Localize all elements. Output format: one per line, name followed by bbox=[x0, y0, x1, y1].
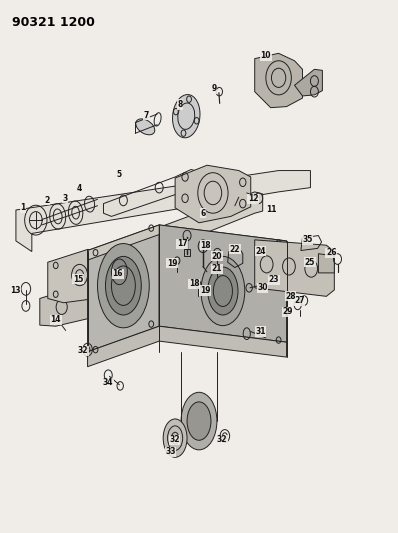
Text: 34: 34 bbox=[103, 378, 113, 387]
Polygon shape bbox=[175, 165, 251, 223]
Ellipse shape bbox=[181, 392, 217, 450]
Ellipse shape bbox=[172, 94, 200, 138]
Text: 32: 32 bbox=[217, 435, 227, 444]
Text: 32: 32 bbox=[169, 435, 179, 444]
Ellipse shape bbox=[201, 256, 245, 326]
Text: 19: 19 bbox=[167, 259, 177, 268]
Text: 90321 1200: 90321 1200 bbox=[12, 16, 95, 29]
Polygon shape bbox=[40, 284, 103, 326]
Text: 6: 6 bbox=[200, 209, 206, 217]
Text: 2: 2 bbox=[44, 196, 49, 205]
Ellipse shape bbox=[187, 402, 211, 440]
Text: 30: 30 bbox=[258, 284, 268, 292]
Text: 4: 4 bbox=[77, 184, 82, 192]
Text: 18: 18 bbox=[200, 241, 211, 249]
Polygon shape bbox=[255, 53, 302, 108]
Ellipse shape bbox=[105, 256, 141, 315]
Polygon shape bbox=[318, 254, 334, 273]
Polygon shape bbox=[295, 69, 322, 96]
Text: 9: 9 bbox=[211, 84, 217, 93]
Text: 10: 10 bbox=[261, 52, 271, 60]
Text: 26: 26 bbox=[326, 248, 336, 257]
Text: 3: 3 bbox=[62, 194, 68, 203]
Text: 29: 29 bbox=[282, 308, 293, 316]
Text: 7: 7 bbox=[144, 111, 149, 119]
Text: 13: 13 bbox=[10, 286, 20, 295]
Ellipse shape bbox=[98, 244, 149, 328]
Text: 17: 17 bbox=[177, 239, 187, 248]
Polygon shape bbox=[88, 225, 159, 352]
Text: 11: 11 bbox=[266, 205, 277, 214]
Text: 24: 24 bbox=[255, 247, 265, 255]
Polygon shape bbox=[88, 326, 287, 367]
Text: 35: 35 bbox=[302, 236, 312, 244]
Polygon shape bbox=[159, 225, 287, 342]
Text: 12: 12 bbox=[248, 195, 258, 203]
Ellipse shape bbox=[163, 419, 187, 457]
Text: 28: 28 bbox=[285, 292, 296, 301]
Text: 23: 23 bbox=[269, 276, 279, 284]
Polygon shape bbox=[48, 249, 111, 303]
Ellipse shape bbox=[208, 267, 238, 315]
Text: 33: 33 bbox=[165, 448, 176, 456]
Text: 16: 16 bbox=[113, 270, 123, 278]
Text: 20: 20 bbox=[212, 252, 222, 261]
Text: 25: 25 bbox=[305, 258, 315, 266]
Text: 18: 18 bbox=[189, 279, 199, 288]
Text: 19: 19 bbox=[200, 286, 210, 295]
Text: 5: 5 bbox=[117, 171, 122, 179]
Text: 21: 21 bbox=[212, 264, 222, 273]
Polygon shape bbox=[88, 225, 287, 260]
Text: 14: 14 bbox=[51, 316, 61, 324]
Text: 32: 32 bbox=[78, 346, 88, 355]
Ellipse shape bbox=[136, 119, 155, 135]
Polygon shape bbox=[16, 171, 310, 252]
Text: 15: 15 bbox=[73, 275, 83, 284]
Polygon shape bbox=[151, 192, 263, 252]
Polygon shape bbox=[255, 240, 334, 296]
Text: 27: 27 bbox=[294, 296, 304, 305]
Text: 8: 8 bbox=[177, 100, 183, 109]
Text: 22: 22 bbox=[230, 245, 240, 254]
Bar bbox=[184, 249, 190, 256]
Text: 1: 1 bbox=[20, 204, 25, 212]
Text: 31: 31 bbox=[255, 327, 265, 336]
